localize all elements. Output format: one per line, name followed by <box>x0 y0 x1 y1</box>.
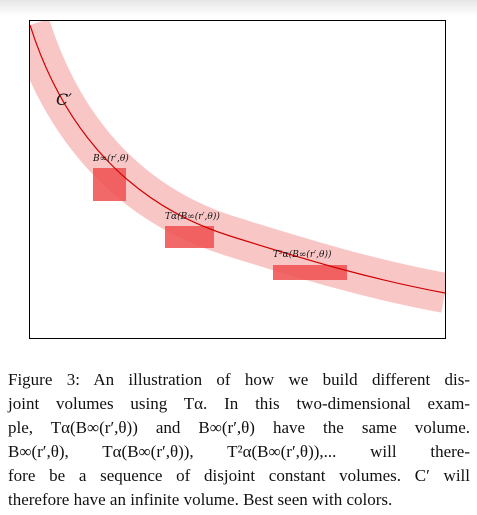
box-t-alpha <box>165 226 214 248</box>
figure-panel: C′ B∞(r′,θ) Tα(B∞(r′,θ)) T²α(B∞(r′,θ)) <box>29 20 446 339</box>
label-box1: B∞(r′,θ) <box>92 153 129 164</box>
caption-line-2: joint volumes using Tα. In this two-dime… <box>8 394 470 413</box>
caption-line-5: fore be a sequence of disjoint constant … <box>8 466 470 485</box>
caption-line-4: B∞(r′,θ), Tα(B∞(r′,θ)), T²α(B∞(r′,θ)),..… <box>8 442 470 461</box>
label-box2: Tα(B∞(r′,θ)) <box>165 211 220 222</box>
caption-line-3: ple, Tα(B∞(r′,θ)) and B∞(r′,θ) have the … <box>8 418 470 437</box>
figure-caption: Figure 3: An illustration of how we buil… <box>8 368 470 512</box>
caption-line-1: Figure 3: An illustration of how we buil… <box>8 370 470 389</box>
label-box3: T²α(B∞(r′,θ)) <box>273 249 332 260</box>
caption-line-6: therefore have an infinite volume. Best … <box>8 490 393 509</box>
label-curve: C′ <box>56 90 72 109</box>
box-t-alpha-squared <box>273 265 347 280</box>
top-shadow <box>0 0 477 16</box>
curve-c-prime <box>30 24 445 294</box>
box-b-infinity <box>93 168 126 201</box>
figure-illustration: C′ B∞(r′,θ) Tα(B∞(r′,θ)) T²α(B∞(r′,θ)) <box>30 21 445 313</box>
